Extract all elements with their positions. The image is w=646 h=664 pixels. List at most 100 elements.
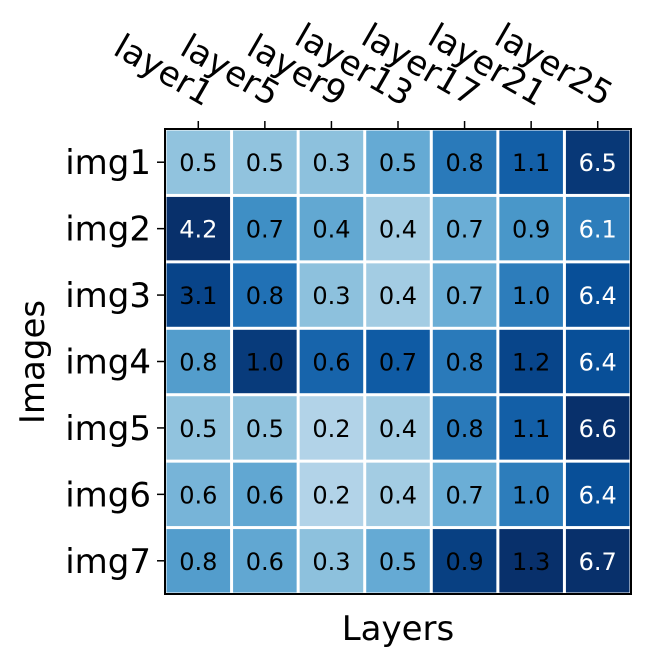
- cell-value-label: 0.4: [379, 216, 417, 244]
- heatmap-cell: [166, 263, 231, 327]
- cell-value-label: 0.2: [312, 481, 350, 509]
- cell-value-label: 1.0: [246, 349, 284, 377]
- heatmap-cell: [432, 462, 497, 527]
- heatmap-cell: [432, 396, 497, 460]
- heatmap-cell: [565, 396, 630, 460]
- y-tick-label: img6: [65, 475, 151, 515]
- heatmap-cell: [565, 529, 630, 593]
- cell-value-label: 4.2: [179, 216, 217, 244]
- cell-value-label: 0.3: [312, 548, 350, 576]
- heatmap-cell: [233, 462, 297, 527]
- heatmap-cell: [166, 462, 231, 527]
- cell-value-label: 6.6: [579, 415, 617, 443]
- cell-value-label: 0.4: [312, 216, 350, 244]
- heatmap-cell: [432, 329, 497, 394]
- heatmap-cell: [366, 263, 430, 327]
- y-tick-label: img4: [65, 343, 151, 383]
- cell-value-label: 6.4: [579, 282, 617, 310]
- cell-value-label: 0.4: [379, 481, 417, 509]
- heatmap-cell: [299, 130, 364, 194]
- heatmap-cell: [499, 130, 563, 194]
- heatmap-cell: [366, 529, 430, 593]
- y-tick-label: img3: [65, 276, 151, 316]
- cell-value-label: 0.5: [379, 548, 417, 576]
- heatmap-cell: [233, 329, 297, 394]
- heatmap-cell: [233, 196, 297, 261]
- cell-value-label: 0.7: [445, 216, 483, 244]
- y-tick-label: img7: [65, 542, 151, 582]
- cell-value-label: 6.4: [579, 349, 617, 377]
- heatmap-cell: [366, 396, 430, 460]
- cell-value-label: 0.9: [512, 216, 550, 244]
- cell-value-label: 0.9: [445, 548, 483, 576]
- heatmap-cell: [166, 329, 231, 394]
- heatmap-cell: [432, 529, 497, 593]
- cell-value-label: 0.3: [312, 149, 350, 177]
- heatmap-cell: [233, 529, 297, 593]
- heatmap-cell-labels: 0.5 0.5 0.3 0.5 0.8 1.1 6.5 4.2 0.7 0.4 0.4 0.7 0.9 6…: [179, 149, 617, 576]
- cell-value-label: 0.3: [312, 282, 350, 310]
- cell-value-label: 0.6: [246, 481, 284, 509]
- cell-value-label: 0.5: [179, 149, 217, 177]
- heatmap-cell: [565, 263, 630, 327]
- cell-value-label: 0.2: [312, 415, 350, 443]
- heatmap-cell: [166, 130, 231, 194]
- heatmap-cell: [299, 329, 364, 394]
- cell-value-label: 1.0: [512, 282, 550, 310]
- heatmap-cell: [565, 196, 630, 261]
- heatmap-cell: [432, 263, 497, 327]
- cell-value-label: 1.3: [512, 548, 550, 576]
- heatmap-cell: [366, 130, 430, 194]
- heatmap-cell: [366, 196, 430, 261]
- cell-value-label: 0.5: [379, 149, 417, 177]
- heatmap-cell: [499, 462, 563, 527]
- cell-value-label: 0.7: [445, 481, 483, 509]
- cell-value-label: 0.4: [379, 282, 417, 310]
- heatmap-cell: [299, 462, 364, 527]
- heatmap-cell: [299, 263, 364, 327]
- cell-value-label: 0.5: [179, 415, 217, 443]
- heatmap-cell: [499, 529, 563, 593]
- cell-value-label: 1.1: [512, 415, 550, 443]
- heatmap-cell: [499, 396, 563, 460]
- cell-value-label: 0.8: [445, 415, 483, 443]
- y-tick-label: img5: [65, 409, 151, 449]
- heatmap-cell: [299, 529, 364, 593]
- heatmap-cell: [166, 396, 231, 460]
- cell-value-label: 1.2: [512, 349, 550, 377]
- cell-value-label: 6.1: [579, 216, 617, 244]
- heatmap-cell: [565, 130, 630, 194]
- heatmap-cell: [432, 196, 497, 261]
- y-tick-label: img2: [65, 210, 151, 250]
- heatmap-cell: [166, 196, 231, 261]
- cell-value-label: 0.6: [246, 548, 284, 576]
- x-axis-ticks: layer1layer5layer9layer13layer17layer21l…: [107, 16, 619, 129]
- heatmap-cells: [166, 130, 630, 593]
- cell-value-label: 1.0: [512, 481, 550, 509]
- cell-value-label: 1.1: [512, 149, 550, 177]
- heatmap-cell: [499, 196, 563, 261]
- heatmap-cell: [366, 462, 430, 527]
- heatmap-cell: [233, 130, 297, 194]
- y-tick-label: img1: [65, 143, 151, 183]
- cell-value-label: 0.8: [445, 149, 483, 177]
- heatmap-cell: [499, 263, 563, 327]
- cell-value-label: 6.7: [579, 548, 617, 576]
- cell-value-label: 0.8: [445, 349, 483, 377]
- x-axis-label: Layers: [342, 609, 455, 649]
- heatmap-cell: [565, 462, 630, 527]
- cell-value-label: 0.5: [246, 415, 284, 443]
- heatmap-cell: [499, 329, 563, 394]
- heatmap-cell: [366, 329, 430, 394]
- cell-value-label: 0.8: [179, 548, 217, 576]
- cell-value-label: 0.7: [445, 282, 483, 310]
- cell-value-label: 0.5: [246, 149, 284, 177]
- cell-value-label: 0.6: [179, 481, 217, 509]
- cell-value-label: 3.1: [179, 282, 217, 310]
- cell-value-label: 0.6: [312, 349, 350, 377]
- cell-value-label: 6.5: [579, 149, 617, 177]
- cell-value-label: 0.4: [379, 415, 417, 443]
- cell-value-label: 6.4: [579, 481, 617, 509]
- cell-value-label: 0.8: [179, 349, 217, 377]
